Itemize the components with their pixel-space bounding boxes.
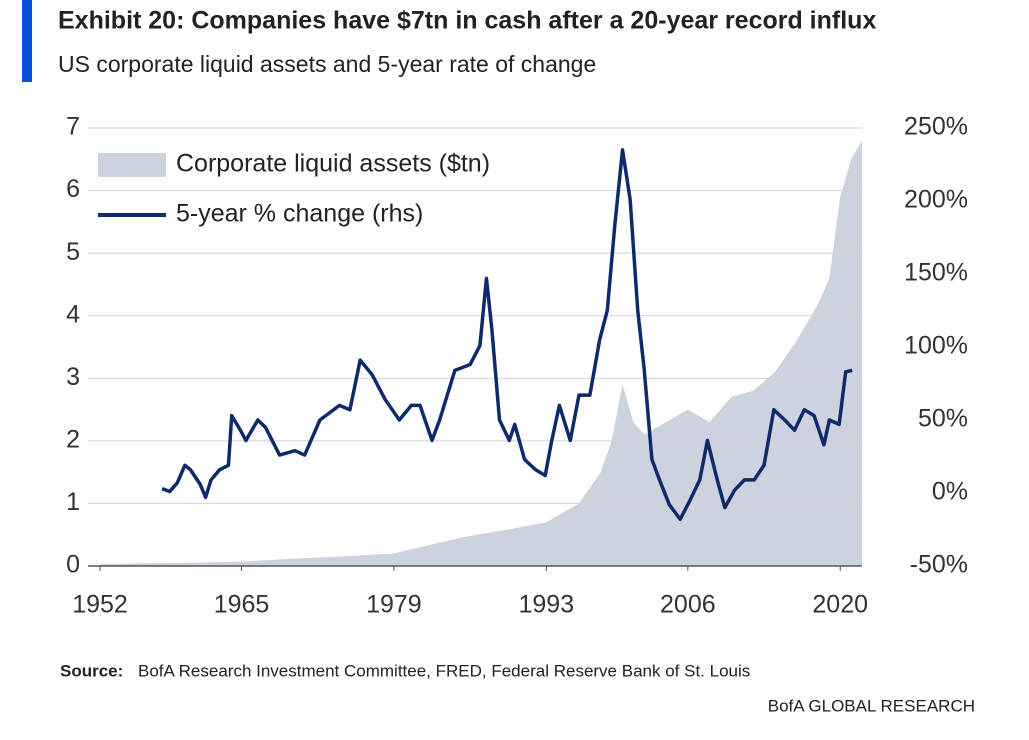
- y-tick-label: 6: [66, 175, 80, 203]
- y-tick-label: 7: [66, 113, 80, 141]
- footer: BofA GLOBAL RESEARCH: [768, 696, 975, 715]
- source: BofA Research Investment Committee, FRED…: [138, 661, 750, 680]
- x-tick-label: 2020: [812, 591, 868, 619]
- area: [100, 140, 862, 566]
- legend-label: Corporate liquid assets ($tn): [176, 150, 490, 178]
- x-tick-label: 2006: [660, 591, 716, 619]
- y2-tick-label: 0%: [932, 478, 968, 506]
- x-tick-label: 1965: [214, 591, 270, 619]
- x-tick-label: 1979: [366, 591, 422, 619]
- y2-tick-label: -50%: [910, 551, 968, 579]
- source-label: Source:: [60, 661, 123, 680]
- y2-tick-label: 50%: [918, 405, 968, 433]
- legend-label: 5-year % change (rhs): [176, 200, 423, 228]
- y-tick-label: 3: [66, 363, 80, 391]
- y-tick-label: 5: [66, 238, 80, 266]
- y-tick-label: 2: [66, 425, 80, 453]
- chart-subtitle: US corporate liquid assets and 5-year ra…: [58, 51, 596, 77]
- y2-tick-label: 250%: [904, 113, 968, 141]
- y2-tick-label: 100%: [904, 332, 968, 360]
- line: [161, 148, 853, 522]
- y-tick-label: 1: [66, 488, 80, 516]
- y-tick-label: 4: [66, 300, 80, 328]
- y-tick-label: 0: [66, 551, 80, 579]
- x-tick-label: 1993: [519, 591, 575, 619]
- y2-tick-label: 200%: [904, 186, 968, 214]
- legend-swatch: [98, 153, 166, 177]
- title-accent: [22, 0, 32, 82]
- chart-title: Exhibit 20: Companies have $7tn in cash …: [58, 7, 876, 35]
- y2-tick-label: 150%: [904, 259, 968, 287]
- x-tick-label: 1952: [72, 591, 128, 619]
